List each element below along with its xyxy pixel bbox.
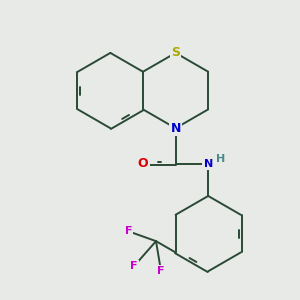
Text: H: H xyxy=(216,154,226,164)
Text: F: F xyxy=(157,266,165,276)
Text: F: F xyxy=(130,261,138,271)
Text: F: F xyxy=(124,226,132,236)
Text: S: S xyxy=(171,46,180,59)
Text: O: O xyxy=(138,158,148,170)
Text: N: N xyxy=(170,122,181,135)
Text: N: N xyxy=(204,159,213,169)
